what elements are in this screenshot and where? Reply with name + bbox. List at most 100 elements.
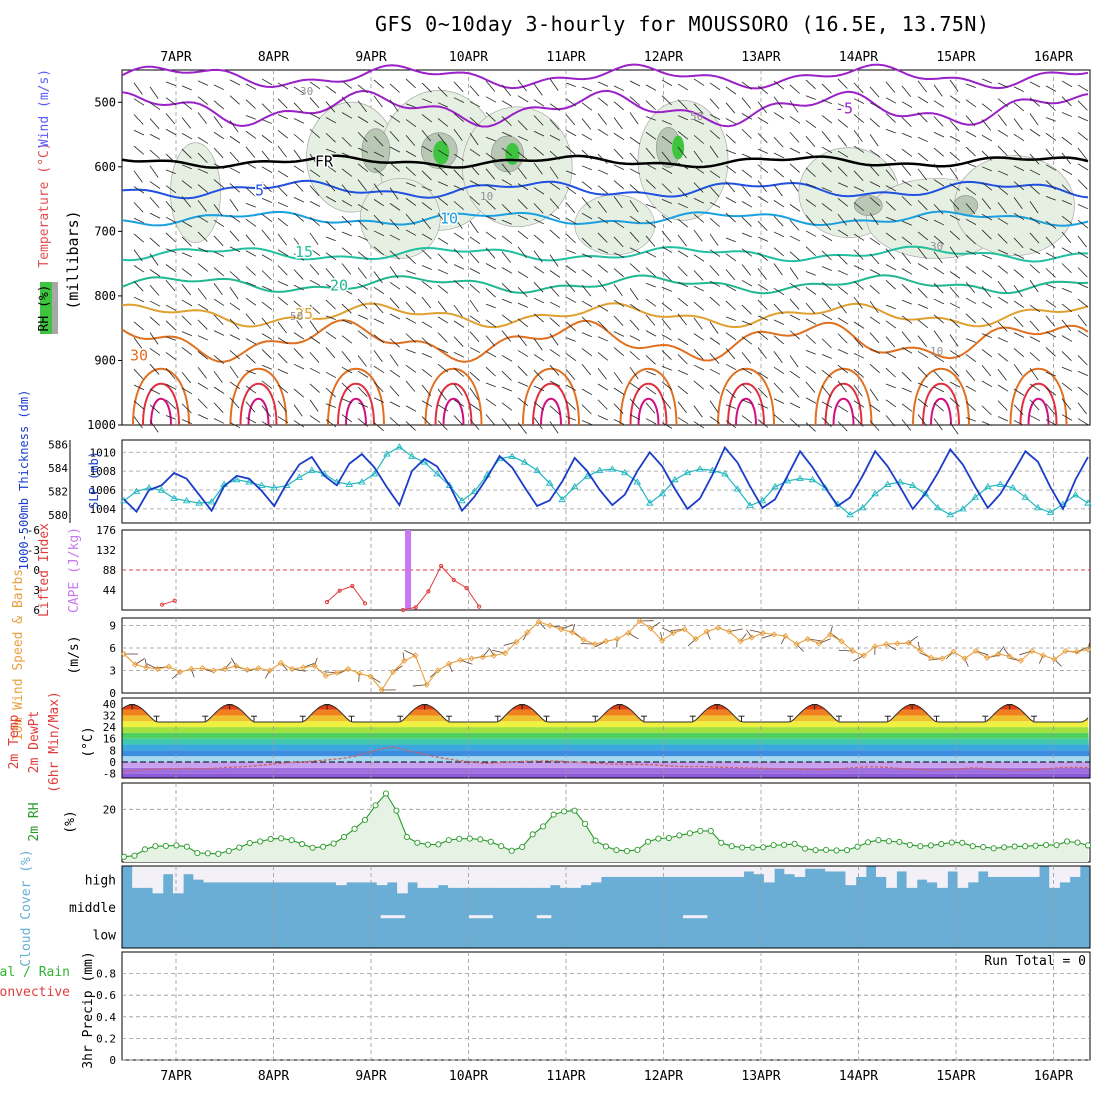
wind-speed-point [927, 654, 935, 661]
wind-barb [853, 321, 865, 329]
isotherm-line [121, 179, 1089, 200]
wind-barb [261, 198, 272, 203]
pressure-axis-label: (millibars) [64, 210, 82, 309]
wind-barb [725, 165, 737, 174]
wind-barb [645, 330, 657, 337]
wind-barb [373, 302, 384, 314]
li-tick-label: -6 [27, 524, 40, 537]
wind-barb [981, 364, 992, 377]
wind-barb [421, 296, 432, 309]
rh-point [152, 843, 159, 850]
wind-barb [405, 364, 417, 373]
isotherm-label: 5 [255, 182, 264, 200]
wind-barb [133, 98, 145, 106]
wind-barb [981, 229, 992, 240]
wind-barb [181, 284, 192, 296]
wind-barb [981, 270, 993, 279]
wind-barb [389, 250, 400, 260]
wind-barb [469, 101, 481, 108]
wind-barb [1029, 128, 1041, 137]
wind-barb [485, 215, 496, 221]
wind-barb [757, 252, 769, 261]
precip-convective-label: Convective [0, 985, 70, 1000]
wind-speed-point [815, 640, 823, 647]
precip-tick-label: 0.8 [96, 968, 116, 981]
wind-barb [389, 338, 400, 348]
cloud-high-clear [417, 866, 429, 888]
wind-barb [821, 369, 833, 379]
wind-barb [533, 385, 545, 392]
wind-barb [725, 316, 736, 321]
wind-barb [293, 388, 305, 398]
wind-speed-point [132, 661, 139, 668]
wind-barb [949, 135, 961, 142]
wind-barb [133, 170, 143, 183]
wind-speed-point [827, 631, 834, 638]
wind-barb [565, 82, 576, 88]
wind-barb [725, 363, 737, 371]
wind-barb [229, 287, 239, 300]
wind-barb [277, 114, 289, 120]
wind-barb [421, 321, 433, 329]
wind-barb [709, 265, 720, 277]
wind-barb [837, 270, 849, 276]
wind-barb [997, 129, 1009, 137]
wind-speed-point [782, 632, 789, 640]
wind-barb [661, 286, 672, 292]
wind-barb [1077, 355, 1088, 366]
wind-barb [293, 197, 305, 203]
diurnal-contour [930, 397, 952, 426]
wind-barb [709, 129, 720, 140]
wind-barb [245, 99, 256, 109]
wind-barb [677, 146, 687, 159]
rh-point [309, 844, 316, 851]
wind-barb [229, 167, 241, 174]
wind-barb [789, 298, 800, 310]
wind-barb [437, 237, 449, 245]
wind-barb [325, 196, 337, 203]
wind-barb [421, 233, 433, 241]
wind-barb [709, 337, 721, 345]
wind-barb [613, 220, 625, 229]
rh-point [372, 802, 379, 809]
wind-barb [245, 281, 256, 287]
thickness-point [921, 489, 930, 497]
cloud-high-clear [223, 866, 235, 883]
thickness-tick-label: 584 [48, 462, 68, 475]
thickness-point [458, 496, 466, 504]
wind-barb [693, 254, 705, 262]
wind-barb [357, 147, 369, 153]
wind-barb [485, 80, 496, 92]
wind-barb [213, 163, 225, 169]
wind-barb [165, 248, 176, 253]
rh-point [990, 845, 997, 852]
wind-barb [197, 288, 207, 300]
wind-barb [613, 236, 624, 248]
wind-barb [389, 99, 399, 112]
wind-barb [389, 130, 400, 142]
wind-barb [133, 249, 143, 262]
wind-barb [149, 181, 161, 189]
wind-barb [533, 203, 544, 214]
wind-speed-point [793, 641, 800, 648]
wind-barb [325, 268, 336, 280]
wind-barb [421, 265, 432, 270]
thickness-point [558, 495, 566, 503]
thickness-tick-label: 582 [48, 485, 68, 498]
wind-barb [453, 81, 464, 93]
wind-barb [421, 416, 432, 427]
date-label-top: 8APR [258, 50, 289, 65]
rh-point [833, 847, 840, 854]
wind-barb [517, 302, 529, 308]
isotherm-label: 25 [295, 305, 313, 323]
wind-barb [357, 298, 368, 309]
wind-barb [613, 85, 625, 92]
wind-barb [981, 78, 992, 84]
wind-barb [229, 246, 241, 253]
wind-barb [789, 330, 800, 340]
wind-barb [1061, 215, 1073, 225]
thickness-point [771, 482, 779, 490]
wind-barb [181, 164, 192, 170]
wind-barb [677, 115, 689, 121]
wind-speed-point [737, 638, 744, 645]
